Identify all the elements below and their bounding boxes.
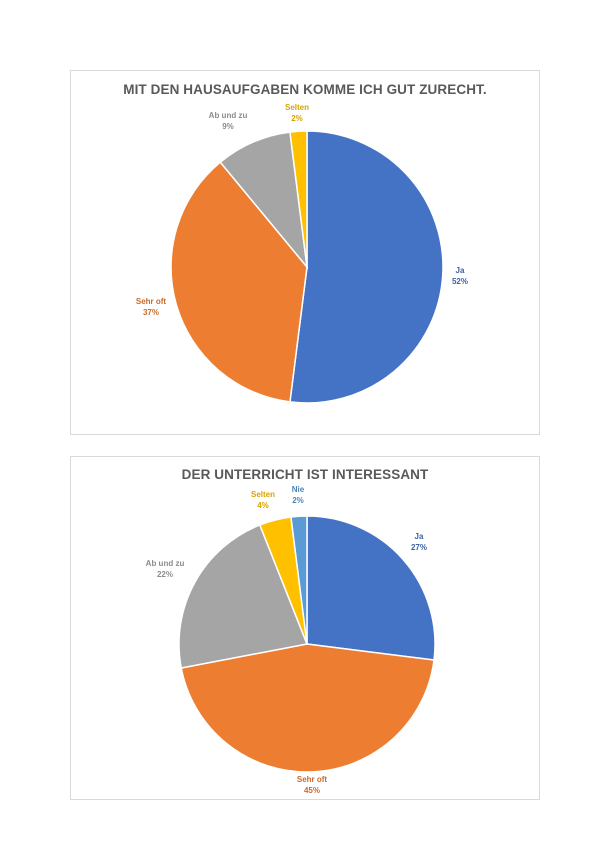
data-label-category: Selten bbox=[285, 103, 309, 112]
chart-homework: MIT DEN HAUSAUFGABEN KOMME ICH GUT ZUREC… bbox=[70, 70, 540, 435]
data-label: Selten 4% bbox=[251, 490, 275, 510]
data-label-category: Ab und zu bbox=[146, 559, 185, 568]
pie-slice-ja bbox=[289, 130, 444, 404]
data-label-percent: 37% bbox=[143, 308, 159, 317]
data-label-percent: 4% bbox=[257, 501, 269, 510]
data-label-category: Selten bbox=[251, 490, 275, 499]
data-label-category: Ja bbox=[456, 266, 465, 275]
data-label-percent: 2% bbox=[292, 496, 304, 505]
data-label: Ab und zu 9% bbox=[209, 111, 248, 131]
data-label-category: Nie bbox=[292, 485, 305, 494]
data-label-category: Sehr oft bbox=[136, 297, 167, 306]
data-label: Selten 2% bbox=[285, 103, 309, 123]
data-label-percent: 9% bbox=[222, 122, 234, 131]
data-label: Nie 2% bbox=[292, 485, 305, 505]
data-label: Ja 52% bbox=[452, 266, 468, 286]
chart-lessons: DER UNTERRICHT IST INTERESSANT Ja 27% Sehr… bbox=[70, 456, 540, 800]
data-label: Ab und zu 22% bbox=[146, 559, 185, 579]
pie-slice-sehr-oft bbox=[180, 643, 435, 773]
data-label-percent: 22% bbox=[157, 570, 173, 579]
data-label-category: Sehr oft bbox=[297, 775, 328, 784]
data-label-percent: 2% bbox=[291, 114, 303, 123]
pie-slice-ab-und-zu bbox=[178, 524, 309, 669]
pie-slice-nie bbox=[290, 515, 308, 645]
data-label-percent: 45% bbox=[304, 786, 320, 795]
data-label-category: Ja bbox=[415, 532, 424, 541]
pie-chart-lessons: Ja 27% Sehr oft 45% Ab und zu 22% Selten 4% Nie 2… bbox=[146, 485, 436, 795]
pie-slice-selten bbox=[289, 130, 308, 268]
data-label-percent: 52% bbox=[452, 277, 468, 286]
pie-chart-homework: Ja 52% Sehr oft 37% Ab und zu 9% Selten 2% bbox=[136, 103, 468, 404]
chart-title: MIT DEN HAUSAUFGABEN KOMME ICH GUT ZUREC… bbox=[123, 82, 487, 97]
data-label: Sehr oft 45% bbox=[297, 775, 328, 795]
data-label: Sehr oft 37% bbox=[136, 297, 167, 317]
data-label-category: Ab und zu bbox=[209, 111, 248, 120]
pie-slice-sehr-oft bbox=[170, 161, 308, 403]
pie-slice-ja bbox=[306, 515, 436, 661]
data-label-percent: 27% bbox=[411, 543, 427, 552]
data-label: Ja 27% bbox=[411, 532, 427, 552]
chart-title: DER UNTERRICHT IST INTERESSANT bbox=[181, 467, 429, 482]
